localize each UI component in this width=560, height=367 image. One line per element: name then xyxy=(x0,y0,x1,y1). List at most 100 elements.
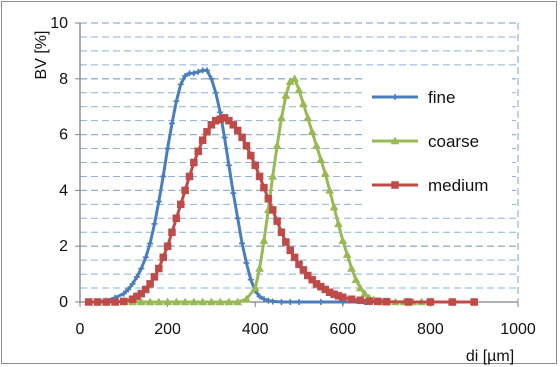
legend-marker-coarse xyxy=(390,136,400,145)
data-point-fine xyxy=(147,240,154,247)
data-point-coarse xyxy=(259,236,269,244)
data-point-medium xyxy=(225,116,233,125)
data-point-fine xyxy=(317,299,324,305)
data-point-coarse xyxy=(325,185,335,194)
legend-marker-fine xyxy=(392,94,398,100)
data-point-coarse xyxy=(347,264,356,272)
x-tick-label: 200 xyxy=(154,321,181,338)
data-point-fine xyxy=(182,73,189,80)
data-point-coarse xyxy=(307,127,317,136)
data-point-medium xyxy=(207,121,216,129)
x-tick-label: 600 xyxy=(329,321,356,338)
data-point-fine xyxy=(260,296,267,303)
legend-label-fine: fine xyxy=(428,88,455,107)
data-point-medium xyxy=(194,147,203,156)
data-point-coarse xyxy=(351,275,361,283)
data-point-coarse xyxy=(281,91,291,99)
data-point-medium xyxy=(448,298,457,306)
data-point-fine xyxy=(296,299,302,305)
data-point-fine xyxy=(230,190,237,197)
data-point-fine xyxy=(265,297,272,304)
data-point-coarse xyxy=(215,297,225,306)
data-point-coarse xyxy=(333,219,343,228)
data-point-medium xyxy=(260,183,268,192)
y-tick-label: 6 xyxy=(59,127,68,144)
data-point-fine xyxy=(239,240,246,247)
data-point-medium xyxy=(382,297,391,306)
data-point-medium xyxy=(168,228,176,236)
data-point-medium xyxy=(120,297,128,306)
data-point-coarse xyxy=(329,202,339,211)
legend-label-medium: medium xyxy=(428,176,488,195)
legend: fine coarse medium xyxy=(362,75,512,205)
data-point-coarse xyxy=(255,264,265,272)
data-point-medium xyxy=(374,297,382,306)
data-point-medium xyxy=(426,298,435,306)
data-point-medium xyxy=(198,136,207,144)
data-point-coarse xyxy=(224,297,234,306)
data-point-fine xyxy=(155,198,162,205)
data-point-medium xyxy=(268,206,277,214)
data-point-coarse xyxy=(355,283,365,292)
legend-item-fine: fine xyxy=(372,88,455,107)
data-point-medium xyxy=(185,172,194,181)
data-point-medium xyxy=(242,142,251,150)
data-point-coarse xyxy=(298,99,308,108)
data-point-coarse xyxy=(233,297,243,306)
x-axis-label: di [µm] xyxy=(466,348,514,365)
data-point-medium xyxy=(176,200,185,209)
data-point-coarse xyxy=(250,283,260,292)
data-point-medium xyxy=(111,298,119,306)
data-point-fine xyxy=(120,290,127,297)
data-point-coarse xyxy=(145,297,155,306)
data-point-medium xyxy=(141,285,150,294)
legend-marker-medium xyxy=(391,181,399,189)
data-point-coarse xyxy=(338,236,348,244)
data-point-fine xyxy=(204,67,211,74)
data-point-medium xyxy=(163,242,172,250)
data-point-coarse xyxy=(277,113,286,122)
data-point-medium xyxy=(282,238,290,246)
legend-item-medium: medium xyxy=(372,176,488,195)
data-point-medium xyxy=(255,172,264,181)
data-point-fine xyxy=(160,173,167,180)
data-point-medium xyxy=(247,151,255,160)
data-point-fine xyxy=(247,276,254,283)
data-point-medium xyxy=(470,298,478,306)
y-tick-label: 4 xyxy=(59,182,68,199)
data-point-coarse xyxy=(272,141,282,150)
data-point-fine xyxy=(243,259,250,266)
data-point-medium xyxy=(365,297,373,305)
y-tick-label: 0 xyxy=(59,294,68,311)
data-point-fine xyxy=(287,299,294,305)
data-point-medium xyxy=(150,273,159,281)
data-point-fine xyxy=(177,81,184,88)
legend-label-coarse: coarse xyxy=(428,132,479,151)
data-point-medium xyxy=(299,266,308,274)
data-point-fine xyxy=(269,298,276,305)
data-point-coarse xyxy=(189,297,199,306)
data-point-medium xyxy=(146,280,154,288)
data-point-medium xyxy=(159,253,167,262)
data-point-fine xyxy=(138,265,145,272)
data-point-coarse xyxy=(198,297,208,306)
data-point-coarse xyxy=(154,297,164,306)
data-point-medium xyxy=(233,126,242,135)
data-point-medium xyxy=(308,275,316,284)
data-point-coarse xyxy=(320,169,330,177)
data-point-medium xyxy=(203,128,211,136)
data-point-medium xyxy=(304,271,312,280)
data-point-medium xyxy=(85,298,93,306)
data-point-medium xyxy=(238,133,246,142)
data-point-fine xyxy=(133,273,140,280)
data-point-fine xyxy=(190,70,197,77)
data-point-coarse xyxy=(163,297,173,306)
data-point-medium xyxy=(190,158,198,167)
data-point-medium xyxy=(286,246,294,255)
data-point-medium xyxy=(404,298,413,306)
data-point-coarse xyxy=(316,155,326,163)
data-point-medium xyxy=(356,296,365,305)
data-point-fine xyxy=(125,286,132,293)
